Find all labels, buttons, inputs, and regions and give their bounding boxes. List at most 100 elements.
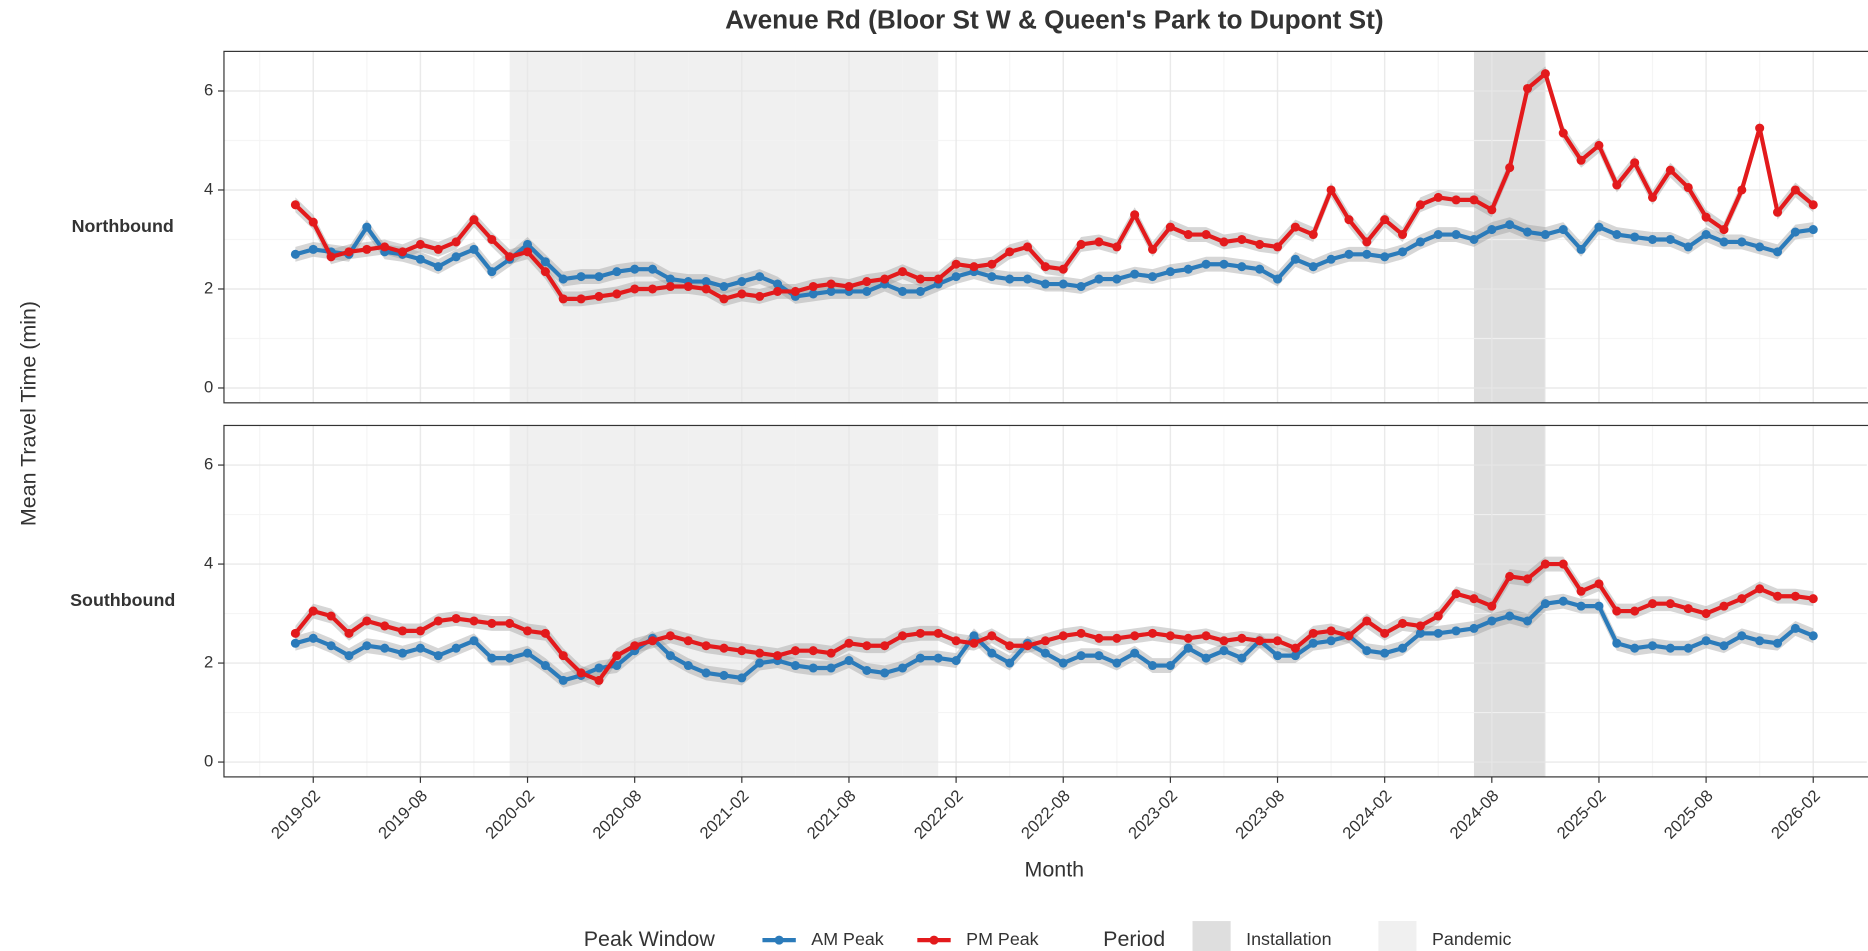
- series-point: [826, 648, 836, 658]
- series-point: [898, 663, 908, 673]
- series-point: [1808, 225, 1818, 235]
- series-point: [951, 656, 961, 666]
- x-tick-label: 2019-08: [374, 786, 431, 843]
- series-point: [898, 631, 908, 641]
- series-point: [362, 244, 372, 254]
- series-point: [1540, 230, 1550, 240]
- series-point: [1040, 262, 1050, 272]
- series-point: [523, 239, 533, 249]
- series-point: [1487, 616, 1497, 626]
- series-point: [1755, 242, 1765, 252]
- series-point: [398, 648, 408, 658]
- series-point: [1255, 264, 1265, 274]
- series-point: [1344, 631, 1354, 641]
- series-point: [880, 641, 890, 651]
- series-point: [505, 618, 515, 628]
- series-point: [862, 277, 872, 287]
- series-point: [1540, 599, 1550, 609]
- series-point: [1683, 182, 1693, 193]
- series-point: [1808, 594, 1818, 604]
- legend-item: AM Peak: [762, 929, 884, 949]
- series-point: [987, 631, 997, 641]
- x-tick-label: 2024-02: [1339, 786, 1396, 843]
- series-point: [469, 215, 479, 225]
- series-point: [1433, 230, 1443, 240]
- series-point: [576, 272, 586, 282]
- series-point: [1594, 601, 1604, 611]
- series-line: [293, 71, 1815, 301]
- series-point: [1630, 232, 1640, 242]
- series-point: [755, 658, 765, 668]
- series-point: [737, 289, 747, 299]
- y-tick-label: 4: [204, 553, 213, 572]
- series-point: [1273, 242, 1283, 252]
- legend-swatch: [929, 935, 939, 945]
- y-tick-label: 0: [204, 377, 213, 396]
- series-point: [612, 289, 622, 299]
- series-point: [1380, 628, 1390, 638]
- series-point: [1005, 641, 1015, 651]
- series-point: [1433, 628, 1443, 638]
- series-point: [433, 262, 443, 272]
- series-point: [862, 641, 872, 651]
- confidence-band: [295, 217, 1814, 304]
- series-point: [683, 281, 693, 292]
- series-point: [1451, 626, 1461, 636]
- panel-background: [223, 425, 1867, 777]
- series-point: [290, 249, 300, 259]
- series-point: [1362, 616, 1372, 626]
- series-point: [1808, 200, 1818, 210]
- series-point: [1558, 559, 1568, 569]
- series-point: [808, 646, 818, 656]
- series-point: [808, 281, 818, 292]
- series-point: [1183, 230, 1193, 240]
- series-point: [1183, 264, 1193, 274]
- series-point: [719, 670, 729, 680]
- series-point: [362, 222, 372, 232]
- series-point: [1326, 254, 1336, 264]
- series-point: [630, 264, 640, 274]
- series-point: [1058, 631, 1068, 641]
- series-point: [648, 264, 658, 274]
- period-shading: [509, 51, 939, 403]
- series-point: [1148, 661, 1158, 671]
- series-point: [398, 247, 408, 257]
- series-point: [1665, 599, 1675, 609]
- series-point: [1023, 242, 1033, 252]
- legend-item: PM Peak: [917, 929, 1039, 949]
- series-point: [1576, 586, 1586, 596]
- series-point: [1040, 279, 1050, 289]
- series-point: [1273, 651, 1283, 661]
- facet-label: Southbound: [70, 590, 175, 610]
- series-point: [415, 254, 425, 264]
- series-point: [1362, 249, 1372, 259]
- series-point: [1808, 631, 1818, 641]
- y-tick-label: 6: [204, 80, 213, 99]
- series-point: [344, 651, 354, 661]
- series-point: [1308, 262, 1318, 272]
- series-point: [1665, 643, 1675, 653]
- series-point: [1005, 247, 1015, 257]
- series-point: [1380, 215, 1390, 225]
- series-point: [1630, 158, 1640, 168]
- series-point: [1594, 222, 1604, 232]
- series-point: [308, 606, 318, 616]
- series-point: [1326, 185, 1336, 195]
- series-point: [1737, 185, 1747, 195]
- series-point: [1201, 230, 1211, 240]
- legend-label: PM Peak: [966, 929, 1039, 949]
- series-point: [612, 661, 622, 671]
- series-point: [701, 277, 711, 287]
- series-point: [505, 252, 515, 262]
- series-point: [1219, 259, 1229, 269]
- series-point: [737, 277, 747, 287]
- series-point: [308, 244, 318, 254]
- x-tick-label: 2019-02: [267, 786, 324, 843]
- series-point: [1130, 631, 1140, 641]
- series-point: [1308, 628, 1318, 638]
- series-point: [1076, 628, 1086, 638]
- series-point: [1023, 274, 1033, 284]
- series-point: [665, 274, 675, 284]
- series-point: [1058, 279, 1068, 289]
